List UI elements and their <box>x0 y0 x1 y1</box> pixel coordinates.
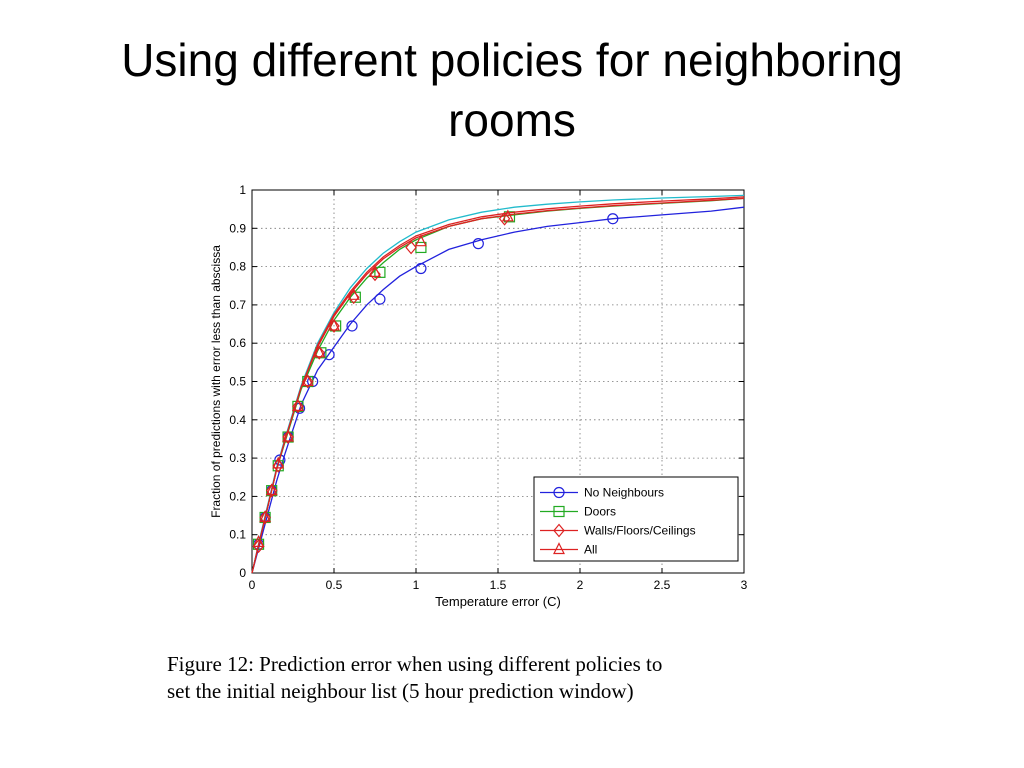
y-tick-label: 0.3 <box>229 451 246 465</box>
data-point-no-neighbours <box>374 293 386 305</box>
data-point-doors <box>374 266 386 278</box>
y-tick-label: 0.1 <box>229 528 246 542</box>
legend-entry-doors: Doors <box>540 505 616 519</box>
data-point-walls-floors-ceilings <box>292 399 304 414</box>
data-point-walls-floors-ceilings <box>265 483 278 498</box>
legend-marker <box>553 486 565 499</box>
data-point-all <box>259 510 272 523</box>
data-point-no-neighbours <box>274 454 286 466</box>
y-tick-label: 0.5 <box>229 375 246 389</box>
legend-marker <box>553 542 565 555</box>
data-point-walls-floors-ceilings <box>259 510 271 525</box>
legend-label: No Neighbours <box>584 486 664 500</box>
x-tick-label: 2 <box>577 578 584 592</box>
slide-title-line1: Using different policies for neighboring <box>121 34 903 86</box>
x-tick-label: 2.5 <box>654 578 671 592</box>
x-tick-label: 3 <box>741 578 748 592</box>
slide-title-line2: rooms <box>448 94 576 146</box>
legend-label: All <box>584 543 597 557</box>
data-point-no-neighbours <box>607 213 619 225</box>
data-point-no-neighbours <box>415 262 427 275</box>
y-tick-label: 0.9 <box>229 221 246 235</box>
data-point-walls-floors-ceilings <box>498 211 511 226</box>
legend-marker <box>553 505 565 518</box>
x-axis-label: Temperature error (C) <box>435 594 561 609</box>
x-tick-label: 0.5 <box>326 578 343 592</box>
data-point-no-neighbours <box>346 320 358 332</box>
data-point-walls-floors-ceilings <box>282 430 294 444</box>
figure-caption: Figure 12: Prediction error when using d… <box>167 651 867 705</box>
axis-ticks: 0 0.5 1 1.5 2 2.5 3 0 0.1 0.2 0.3 0.4 0.5 0.6 0.7 0.8 0.… <box>229 183 747 592</box>
data-point-all <box>501 209 514 222</box>
data-point-all <box>291 399 304 411</box>
data-point-all <box>414 234 427 247</box>
y-tick-label: 0.6 <box>229 336 246 350</box>
slide-title: Using different policies for neighboring… <box>0 30 1024 150</box>
caption-line1: Figure 12: Prediction error when using d… <box>167 652 663 676</box>
data-point-all <box>282 429 295 442</box>
data-point-walls-floors-ceilings <box>405 240 417 255</box>
legend-entry-no-neighbours: No Neighbours <box>540 486 664 500</box>
legend-entry-walls-floors-ceilings: Walls/Floors/Ceilings <box>540 524 696 538</box>
data-point-no-neighbours <box>472 238 484 250</box>
line-chart: 0 0.5 1 1.5 2 2.5 3 0 0.1 0.2 0.3 0.4 0.5 0.6 0.7 0.8 0.… <box>190 178 770 628</box>
y-axis-label: Fraction of predictions with error less … <box>209 245 223 518</box>
y-tick-label: 0 <box>239 566 246 580</box>
data-point-all <box>252 535 265 547</box>
legend-marker <box>553 523 565 538</box>
chart-legend: No Neighbours Doors Walls/Floors/Ceilings A… <box>533 476 739 562</box>
data-point-all <box>272 456 285 469</box>
legend-label: Doors <box>584 505 616 519</box>
y-tick-label: 0.2 <box>229 489 246 503</box>
data-point-no-neighbours <box>323 349 335 361</box>
data-point-all <box>301 374 314 387</box>
series-group <box>251 194 745 574</box>
legend-box <box>533 476 739 562</box>
legend-entry-all: All <box>540 542 597 557</box>
data-point-all <box>313 345 326 358</box>
y-tick-label: 1 <box>239 183 246 197</box>
data-point-all <box>369 265 381 277</box>
caption-line2: set the initial neighbour list (5 hour p… <box>167 679 634 703</box>
data-point-all <box>347 287 360 300</box>
x-tick-label: 1.5 <box>490 578 507 592</box>
data-point-walls-floors-ceilings <box>328 319 340 333</box>
y-tick-label: 0.7 <box>229 298 246 312</box>
y-tick-label: 0.8 <box>229 260 246 274</box>
legend-label: Walls/Floors/Ceilings <box>584 524 696 538</box>
y-tick-label: 0.4 <box>229 413 246 427</box>
data-point-all <box>265 483 278 496</box>
series-line-all <box>251 196 745 574</box>
x-tick-label: 0 <box>249 578 256 592</box>
x-tick-label: 1 <box>413 578 420 592</box>
data-point-all <box>328 318 340 331</box>
series-all <box>251 196 745 574</box>
